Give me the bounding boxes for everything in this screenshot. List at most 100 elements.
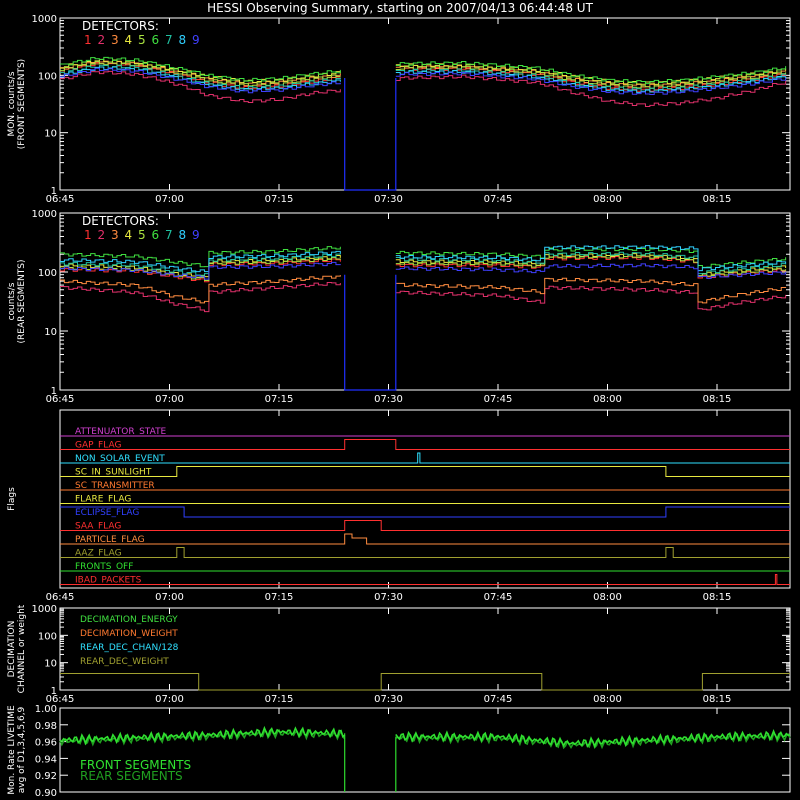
flag-label-sc_transmitter: SC_TRANSMITTER — [75, 481, 155, 491]
rear-series-9-seg1 — [395, 263, 787, 279]
rear-ytick-label: 1000 — [32, 209, 57, 220]
flag-line-eclipse_flag — [60, 506, 790, 518]
rear-xtick-label: 07:15 — [265, 394, 294, 405]
front-xtick-label: 08:15 — [703, 194, 732, 205]
front-detector-1: 1 — [84, 33, 92, 47]
rear-xtick-label: 06:45 — [46, 394, 75, 405]
front-xtick-label: 07:15 — [265, 194, 294, 205]
front-detector-9: 9 — [192, 33, 200, 47]
rear-detector-8: 8 — [179, 228, 187, 242]
front-series-6-seg0 — [60, 56, 341, 82]
flags-xtick-label: 07:30 — [374, 592, 403, 603]
front-detector-4: 4 — [125, 33, 133, 47]
front-xtick-label: 07:45 — [484, 194, 513, 205]
front-xtick-label: 07:00 — [155, 194, 184, 205]
rear-xtick-label: 07:45 — [484, 394, 513, 405]
decimation-legend-1: DECIMATION_WEIGHT — [80, 629, 178, 639]
decimation-ytick-label: 100 — [38, 631, 57, 642]
livetime-ytick-label: 0.96 — [35, 738, 57, 749]
front-detector-3: 3 — [111, 33, 119, 47]
front-ylabel2: (FRONT SEGMENTS) — [17, 59, 27, 149]
rear-series-1-seg0 — [60, 258, 341, 283]
flag-label-eclipse_flag: ECLIPSE_FLAG — [75, 508, 139, 518]
livetime-series-1-front-segments — [395, 728, 791, 749]
livetime-legend-1: REAR SEGMENTS — [80, 769, 183, 783]
rear-series-4-seg1 — [395, 253, 787, 277]
decimation-legend-2: REAR_DEC_CHAN/128 — [80, 643, 179, 653]
front-detector-7: 7 — [165, 33, 173, 47]
rear-series-8-seg0 — [60, 250, 341, 273]
flag-label-ibad_packets: IBAD_PACKETS — [75, 576, 142, 586]
rear-series-7-seg1 — [395, 251, 787, 275]
rear-xtick-label: 07:30 — [374, 394, 403, 405]
decimation-ylabel2: CHANNEL or weight — [17, 604, 27, 693]
front-detector-6: 6 — [152, 33, 160, 47]
decimation-ytick-label: 1 — [51, 686, 57, 697]
livetime-series-0-front-segments — [59, 725, 346, 746]
decimation-ytick-label: 10 — [44, 659, 57, 670]
front-ylabel: MON. counts/s — [7, 71, 17, 136]
rear-detector-4: 4 — [125, 228, 133, 242]
flag-line-non_solar_event — [60, 452, 790, 464]
front-ytick-label: 1 — [51, 186, 57, 197]
rear-detector-1: 1 — [84, 228, 92, 242]
flags-xtick-label: 06:45 — [46, 592, 75, 603]
flag-label-non_solar_event: NON_SOLAR_EVENT — [75, 454, 165, 464]
decimation-frame — [59, 607, 791, 691]
front-xtick-label: 07:30 — [374, 194, 403, 205]
rear-frame — [59, 212, 791, 391]
rear-series-1-seg1 — [395, 255, 787, 279]
flags-xtick-label: 08:00 — [593, 592, 622, 603]
front-series-6-seg1 — [395, 61, 787, 85]
flag-label-sc_in_sunlight: SC_IN_SUNLIGHT — [75, 468, 152, 478]
flags-frame — [59, 409, 791, 589]
rear-detector-6: 6 — [152, 228, 160, 242]
rear-series-9-seg0 — [60, 261, 341, 280]
flag-label-saa_flag: SAA_FLAG — [75, 522, 121, 532]
rear-ytick-label: 10 — [44, 327, 57, 338]
plot-title: HESSI Observing Summary, starting on 200… — [207, 1, 593, 15]
rear-detector-5: 5 — [138, 228, 146, 242]
front-frame — [59, 17, 791, 191]
front-data-gap — [344, 77, 397, 191]
flag-line-sc_in_sunlight — [60, 466, 790, 477]
front-series-5-seg0 — [60, 61, 341, 87]
rear-ytick-label: 100 — [38, 268, 57, 279]
decimation-legend-3: REAR_DEC_WEIGHT — [80, 657, 169, 667]
rear-detectors-title: DETECTORS: — [82, 214, 159, 228]
front-detector-2: 2 — [98, 33, 106, 47]
decimation-xtick-label: 07:30 — [374, 694, 403, 705]
front-xtick-label: 06:45 — [46, 194, 75, 205]
flag-label-aaz_flag: AAZ_FLAG — [75, 549, 122, 559]
flags-xtick-label: 08:15 — [703, 592, 732, 603]
flags-xtick-label: 07:15 — [265, 592, 294, 603]
decimation-xtick-label: 08:15 — [703, 694, 732, 705]
rear-ytick-label: 1 — [51, 386, 57, 397]
decimation-legend-0: DECIMATION_ENERGY — [80, 615, 178, 625]
rear-series-3-seg0 — [60, 275, 341, 304]
livetime-frame — [59, 707, 791, 793]
flag-label-attenuator_state: ATTENUATOR_STATE — [75, 427, 167, 437]
front-series-9-seg1 — [395, 71, 787, 96]
rear-xtick-label: 08:15 — [703, 394, 732, 405]
decimation-line-3 — [60, 673, 790, 691]
flag-label-fronts_off: FRONTS_OFF — [75, 562, 133, 572]
flag-line-saa_flag — [60, 520, 790, 531]
rear-detector-9: 9 — [192, 228, 200, 242]
rear-data-gap — [344, 274, 397, 391]
rear-xtick-label: 08:00 — [593, 394, 622, 405]
rear-detector-3: 3 — [111, 228, 119, 242]
rear-series-8-seg1 — [395, 245, 787, 272]
flag-line-gap_flag — [60, 439, 790, 450]
livetime-ytick-label: 0.98 — [35, 721, 57, 732]
front-detector-5: 5 — [138, 33, 146, 47]
front-detector-8: 8 — [179, 33, 187, 47]
front-series-2-seg0 — [60, 70, 341, 104]
rear-series-5-seg1 — [395, 254, 787, 277]
flag-label-particle_flag: PARTICLE_FLAG — [75, 535, 145, 545]
rear-series-3-seg1 — [395, 277, 787, 304]
decimation-xtick-label: 08:00 — [593, 694, 622, 705]
decimation-xtick-label: 07:45 — [484, 694, 513, 705]
flag-line-ibad_packets — [60, 574, 790, 585]
